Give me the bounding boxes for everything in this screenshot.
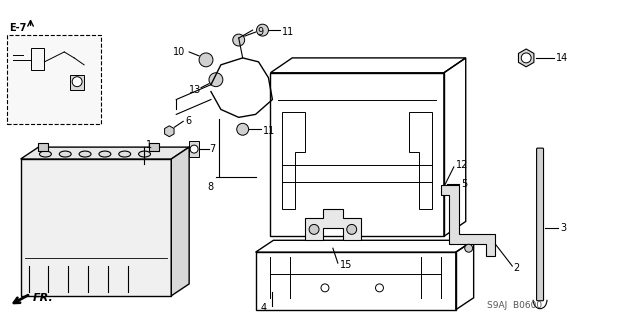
Circle shape (309, 225, 319, 234)
Bar (7, 35, 101, 124)
FancyBboxPatch shape (536, 148, 543, 301)
Ellipse shape (60, 151, 71, 157)
Text: 7: 7 (209, 144, 215, 154)
Circle shape (347, 225, 356, 234)
Circle shape (237, 123, 248, 135)
Polygon shape (20, 159, 172, 296)
Text: 2: 2 (513, 263, 520, 273)
Circle shape (376, 284, 383, 292)
Text: 8: 8 (207, 182, 213, 192)
Text: 11: 11 (262, 126, 275, 136)
Ellipse shape (139, 151, 150, 157)
Text: 1: 1 (145, 140, 152, 150)
Polygon shape (441, 185, 495, 256)
Circle shape (199, 53, 213, 67)
Text: 3: 3 (560, 223, 566, 234)
Circle shape (465, 244, 473, 252)
Text: FR.: FR. (33, 293, 53, 303)
Ellipse shape (40, 151, 51, 157)
Text: 9: 9 (257, 27, 264, 37)
Circle shape (72, 77, 82, 87)
Circle shape (190, 145, 198, 153)
Text: 5: 5 (461, 179, 467, 189)
Text: 13: 13 (189, 85, 202, 95)
Circle shape (209, 73, 223, 87)
Text: 12: 12 (456, 160, 468, 170)
Polygon shape (70, 75, 84, 90)
Text: 14: 14 (556, 53, 568, 63)
Polygon shape (305, 209, 361, 240)
Text: S9AJ  B0600: S9AJ B0600 (486, 301, 541, 310)
Text: 15: 15 (340, 260, 352, 270)
Text: 10: 10 (173, 47, 186, 57)
Circle shape (257, 24, 268, 36)
Circle shape (233, 34, 244, 46)
Text: 11: 11 (282, 27, 294, 37)
Text: 6: 6 (185, 116, 191, 126)
Text: 4: 4 (260, 303, 267, 313)
Polygon shape (172, 147, 189, 296)
Circle shape (521, 53, 531, 63)
Bar (150, 143, 159, 151)
Ellipse shape (99, 151, 111, 157)
Polygon shape (20, 147, 189, 159)
Circle shape (321, 284, 329, 292)
Bar (38, 143, 49, 151)
Ellipse shape (119, 151, 131, 157)
Bar (189, 141, 199, 157)
Ellipse shape (79, 151, 91, 157)
Text: E-7: E-7 (9, 23, 26, 33)
